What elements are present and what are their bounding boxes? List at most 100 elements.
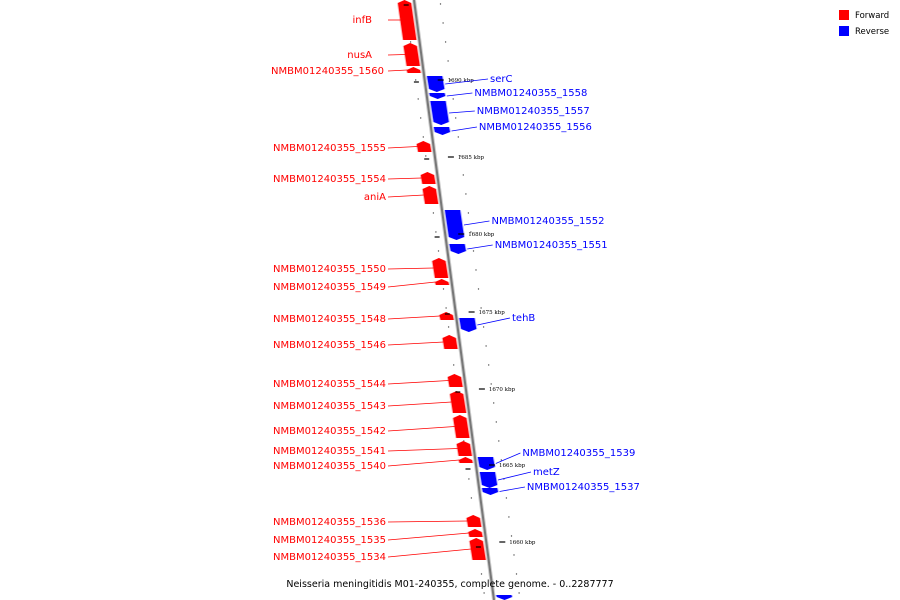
gene-features [397, 0, 513, 600]
forward-gene-block[interactable] [453, 415, 470, 438]
reverse-gene-label[interactable]: NMBM01240355_1552 [492, 216, 605, 227]
reverse-gene-block[interactable] [445, 210, 464, 240]
reverse-gene-block[interactable] [430, 101, 449, 125]
forward-gene-leader [387, 341, 444, 346]
scale-dot [417, 98, 419, 100]
scale-dot [495, 421, 497, 423]
forward-gene-label[interactable]: aniA [364, 192, 386, 203]
forward-gene-block[interactable] [398, 0, 417, 40]
forward-gene-block[interactable] [416, 141, 432, 152]
legend-reverse-swatch [839, 26, 849, 36]
reverse-gene-label[interactable]: NMBM01240355_1539 [522, 448, 635, 459]
scale-dot [485, 345, 487, 347]
forward-gene-block[interactable] [468, 529, 483, 537]
scale-dot [409, 41, 412, 43]
forward-gene-block[interactable] [406, 67, 421, 73]
reverse-gene-label[interactable]: NMBM01240355_1558 [474, 88, 587, 99]
kbp-tick-label: 1670 kbp [489, 387, 516, 393]
reverse-gene-block[interactable] [477, 457, 495, 470]
kbp-tick-label: 1680 kbp [468, 232, 495, 238]
reverse-gene-block[interactable] [449, 244, 466, 254]
reverse-gene-label[interactable]: NMBM01240355_1537 [527, 482, 640, 493]
scale-dot [488, 364, 490, 366]
backbone [412, 0, 496, 600]
legend: Forward Reverse [839, 10, 889, 37]
reverse-gene-label[interactable]: NMBM01240355_1557 [477, 106, 590, 117]
scale-dot [483, 592, 485, 594]
forward-gene-block[interactable] [435, 279, 449, 285]
forward-gene-label[interactable]: NMBM01240355_1550 [273, 264, 386, 275]
forward-gene-block[interactable] [466, 515, 482, 527]
forward-gene-label[interactable]: nusA [347, 50, 372, 61]
forward-gene-block[interactable] [439, 312, 454, 320]
reverse-gene-block[interactable] [429, 93, 446, 99]
reverse-gene-label[interactable]: NMBM01240355_1556 [479, 122, 592, 133]
forward-gene-block[interactable] [420, 172, 436, 184]
reverse-gene-leader [499, 486, 526, 492]
reverse-gene-label[interactable]: serC [490, 74, 512, 85]
reverse-gene-block[interactable] [482, 488, 498, 495]
forward-gene-leader [387, 448, 458, 452]
reverse-gene-leader [446, 92, 473, 97]
reverse-gene-block[interactable] [479, 472, 498, 488]
scale-dot [505, 497, 508, 499]
reverse-gene-block[interactable] [433, 127, 450, 135]
scale-dot [468, 478, 470, 480]
forward-gene-block[interactable] [422, 186, 439, 204]
forward-gene-label[interactable]: NMBM01240355_1554 [273, 174, 386, 185]
scale-dot [460, 155, 462, 157]
forward-gene-label[interactable]: infB [353, 15, 373, 26]
forward-gene-label[interactable]: NMBM01240355_1542 [273, 426, 386, 437]
reverse-gene-block[interactable] [496, 595, 512, 600]
scale-dot [425, 155, 427, 157]
forward-gene-label[interactable]: NMBM01240355_1535 [273, 535, 386, 546]
forward-gene-block[interactable] [442, 335, 458, 349]
reverse-gene-leader [451, 126, 477, 132]
scale-dot [493, 402, 495, 404]
forward-gene-label[interactable]: NMBM01240355_1560 [271, 66, 384, 77]
forward-gene-label[interactable]: NMBM01240355_1540 [273, 461, 386, 472]
scale-dot [442, 22, 444, 24]
scale-dot [435, 231, 437, 233]
scale-dot [513, 554, 515, 556]
forward-gene-label[interactable]: NMBM01240355_1541 [273, 446, 386, 457]
forward-gene-label[interactable]: NMBM01240355_1546 [273, 340, 386, 351]
forward-gene-block[interactable] [450, 391, 467, 413]
forward-gene-label[interactable]: NMBM01240355_1543 [273, 401, 386, 412]
forward-gene-label[interactable]: NMBM01240355_1549 [273, 282, 386, 293]
forward-gene-block[interactable] [432, 258, 449, 278]
genome-caption: Neisseria meningitidis M01-240355, compl… [286, 579, 613, 590]
scale-dot [500, 459, 502, 461]
forward-gene-block[interactable] [469, 538, 486, 560]
forward-gene-block[interactable] [456, 441, 472, 456]
forward-gene-block[interactable] [458, 457, 473, 463]
forward-gene-label[interactable]: NMBM01240355_1555 [273, 143, 386, 154]
reverse-gene-leader [477, 317, 511, 326]
forward-gene-label[interactable]: NMBM01240355_1536 [273, 517, 386, 528]
reverse-gene-leader [445, 78, 489, 85]
forward-gene-leader [387, 520, 468, 523]
scale-dot [455, 117, 457, 119]
forward-gene-leader [387, 426, 455, 432]
reverse-gene-label[interactable]: metZ [533, 467, 560, 478]
scale-dot [472, 250, 475, 252]
scale-dot [515, 573, 518, 575]
scale-dot [470, 231, 472, 233]
reverse-gene-leader [495, 452, 521, 464]
reverse-gene-label[interactable]: NMBM01240355_1551 [495, 240, 608, 251]
forward-gene-block[interactable] [403, 43, 420, 66]
forward-gene-label[interactable]: NMBM01240355_1534 [273, 552, 386, 563]
forward-gene-label[interactable]: NMBM01240355_1544 [273, 379, 386, 390]
reverse-gene-leader [467, 244, 493, 250]
reverse-gene-block[interactable] [459, 318, 477, 332]
scale-dot [415, 79, 417, 81]
legend-forward-swatch [839, 10, 849, 20]
scale-dot [475, 269, 477, 271]
forward-gene-block[interactable] [447, 374, 463, 387]
forward-gene-label[interactable]: NMBM01240355_1548 [273, 314, 386, 325]
reverse-gene-leader [463, 220, 490, 226]
reverse-gene-label[interactable]: tehB [512, 313, 535, 324]
reverse-gene-block[interactable] [427, 76, 445, 92]
kbp-tick-label: 1665 kbp [499, 463, 526, 469]
